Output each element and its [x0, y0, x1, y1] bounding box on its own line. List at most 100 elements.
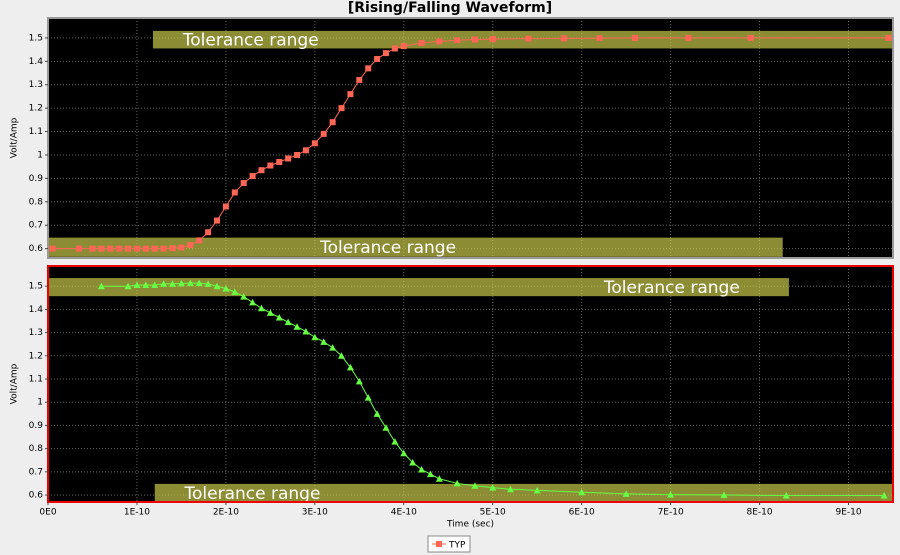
- marker: [374, 55, 381, 62]
- marker: [471, 36, 478, 43]
- marker: [338, 352, 346, 359]
- x-tick-label: 7E-10: [658, 508, 684, 518]
- marker: [160, 245, 167, 252]
- marker: [186, 279, 194, 287]
- marker: [355, 377, 363, 385]
- x-tick-label: 0E0: [39, 508, 56, 518]
- marker: [257, 304, 265, 312]
- marker: [214, 217, 220, 224]
- x-tick-label: 9E-10: [835, 508, 861, 518]
- band-label: Tolerance range: [184, 484, 321, 504]
- marker: [284, 318, 292, 326]
- marker: [533, 486, 541, 494]
- band-label: Tolerance range: [603, 278, 740, 298]
- marker: [125, 245, 132, 252]
- band-label: Tolerance range: [319, 238, 456, 258]
- y-tick-label: 1.2: [29, 104, 43, 114]
- marker: [885, 34, 892, 41]
- y-tick-label: 0.8: [29, 444, 44, 454]
- marker: [258, 167, 265, 174]
- marker: [685, 34, 692, 41]
- marker: [596, 35, 603, 42]
- marker: [471, 482, 479, 489]
- marker: [177, 279, 185, 287]
- marker: [454, 37, 461, 44]
- marker: [266, 309, 274, 316]
- marker: [178, 244, 185, 251]
- y-tick-label: 1.3: [29, 80, 43, 90]
- marker: [418, 466, 426, 473]
- marker: [293, 323, 301, 330]
- marker: [373, 410, 381, 417]
- marker: [133, 245, 140, 252]
- marker: [267, 162, 274, 169]
- marker: [195, 279, 203, 287]
- marker: [222, 285, 230, 292]
- marker: [364, 394, 372, 401]
- x-tick-label: 2E-10: [213, 508, 239, 518]
- marker: [426, 470, 434, 478]
- marker: [302, 327, 310, 335]
- y-tick-label: 1.3: [29, 328, 43, 338]
- marker: [436, 38, 443, 45]
- plot-group: Tolerance range Tolerance range: [48, 18, 893, 258]
- y-tick-label: 1.4: [29, 57, 44, 67]
- marker: [383, 50, 389, 57]
- plot-border: [47, 17, 894, 259]
- marker: [124, 282, 132, 290]
- marker: [880, 492, 888, 499]
- marker: [311, 140, 318, 147]
- marker: [409, 459, 417, 466]
- y-tick-label: 1.5: [29, 282, 43, 292]
- y-tick-label: 0.9: [29, 174, 44, 184]
- y-tick-label: 0.7: [29, 467, 43, 477]
- marker: [525, 35, 532, 42]
- marker: [294, 151, 301, 158]
- marker: [169, 245, 176, 252]
- marker: [222, 203, 229, 210]
- marker: [507, 485, 515, 493]
- marker: [142, 281, 150, 289]
- marker: [249, 298, 257, 306]
- marker: [320, 130, 327, 137]
- marker: [382, 424, 390, 431]
- marker: [418, 40, 425, 47]
- marker: [578, 488, 586, 496]
- plot-border: [47, 265, 894, 503]
- y-tick-label: 1: [37, 398, 43, 408]
- marker: [720, 491, 728, 499]
- x-tick-label: 8E-10: [747, 508, 773, 518]
- legend-label: TYP: [448, 541, 466, 551]
- x-tick-label: 5E-10: [480, 508, 506, 518]
- legend-marker: [436, 541, 442, 547]
- marker: [329, 344, 337, 351]
- marker: [49, 245, 56, 252]
- y-tick-label: 0.9: [29, 421, 44, 431]
- marker: [285, 155, 292, 162]
- marker: [622, 490, 630, 497]
- marker: [169, 280, 177, 287]
- y-tick-label: 0.7: [29, 221, 43, 231]
- marker: [275, 314, 283, 321]
- y-tick-label: 1.1: [29, 127, 43, 137]
- x-tick-label: 3E-10: [302, 508, 328, 518]
- tolerance-band: [48, 237, 783, 257]
- plot-group: Tolerance range Tolerance range: [48, 266, 893, 504]
- marker: [151, 281, 159, 289]
- marker: [107, 245, 114, 252]
- tolerance-band: [152, 30, 893, 49]
- marker: [204, 280, 212, 287]
- band-label: Tolerance range: [182, 31, 319, 51]
- marker: [400, 43, 407, 50]
- marker: [782, 492, 790, 499]
- y-tick-label: 1: [37, 150, 43, 160]
- y-axis-label: Volt/Amp: [10, 117, 20, 158]
- marker: [231, 288, 239, 295]
- marker: [133, 281, 141, 289]
- marker: [76, 245, 83, 252]
- y-tick-label: 0.6: [29, 244, 44, 254]
- chart-title: [Rising/Falling Waveform]: [348, 0, 552, 16]
- marker: [489, 484, 497, 491]
- marker: [346, 363, 354, 371]
